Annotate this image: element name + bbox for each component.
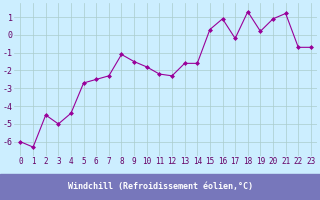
Text: Windchill (Refroidissement éolien,°C): Windchill (Refroidissement éolien,°C)	[68, 182, 252, 192]
